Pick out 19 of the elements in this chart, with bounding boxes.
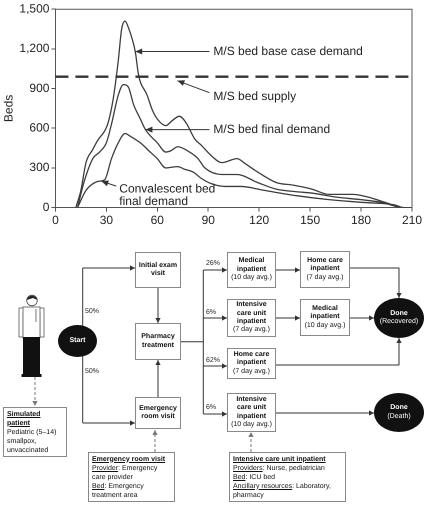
ref-line-label: M/S bed supply xyxy=(213,88,296,103)
y-tick-label: 900 xyxy=(29,80,50,95)
y-tick-label: 300 xyxy=(29,160,50,174)
x-tick-label: 90 xyxy=(202,213,216,228)
annotation: M/S bed base case demand xyxy=(213,44,363,58)
y-tick-label: 1,200 xyxy=(19,41,50,56)
x-tick-label: 120 xyxy=(249,213,270,228)
y-axis-title: Beds xyxy=(2,94,16,122)
x-tick-label: 150 xyxy=(300,213,320,228)
x-tick-label: 0 xyxy=(52,213,60,228)
x-tick-label: 30 xyxy=(100,213,114,228)
annotation: Convalescent bed final demand xyxy=(119,181,216,208)
x-tick-label: 180 xyxy=(351,213,372,228)
y-tick-label: 0 xyxy=(42,200,50,214)
annotation: M/S bed final demand xyxy=(213,122,330,136)
x-tick-label: 60 xyxy=(150,213,164,228)
y-tick-label: 1,500 xyxy=(19,2,50,16)
x-tick-label: 210 xyxy=(402,213,422,228)
y-tick-label: 600 xyxy=(29,120,50,135)
